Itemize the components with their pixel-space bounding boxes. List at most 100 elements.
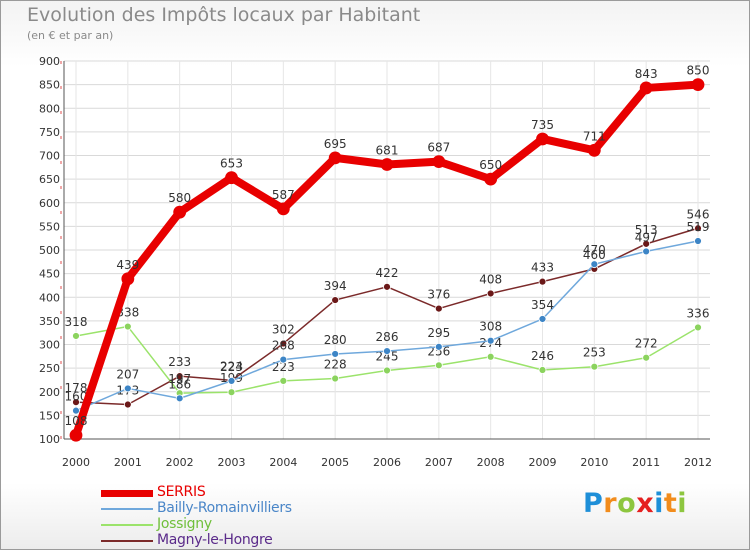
data-point-3 bbox=[486, 289, 495, 298]
data-point-0 bbox=[173, 205, 187, 219]
data-point-0 bbox=[536, 132, 549, 146]
data-label-2: 228 bbox=[324, 358, 347, 372]
data-point-1 bbox=[331, 350, 340, 358]
data-point-0 bbox=[328, 151, 342, 165]
data-label-2: 246 bbox=[531, 349, 554, 363]
legend-swatch bbox=[101, 508, 153, 510]
x-tick-label: 2005 bbox=[321, 456, 349, 469]
data-label-1: 223 bbox=[220, 360, 243, 374]
data-point-2 bbox=[590, 362, 599, 371]
data-point-1 bbox=[175, 394, 184, 403]
data-point-1 bbox=[538, 315, 547, 323]
data-point-3 bbox=[175, 372, 184, 381]
data-point-2 bbox=[486, 352, 495, 361]
data-point-0 bbox=[432, 155, 446, 169]
data-point-3 bbox=[123, 400, 132, 409]
data-point-3 bbox=[72, 398, 80, 407]
data-label-3: 433 bbox=[531, 261, 554, 275]
data-point-3 bbox=[383, 282, 391, 291]
legend-label: Magny-le-Hongre bbox=[157, 532, 273, 548]
data-label-1: 354 bbox=[531, 298, 554, 312]
data-point-0 bbox=[225, 171, 238, 185]
data-label-2: 197 bbox=[168, 372, 191, 386]
data-label-2: 272 bbox=[635, 337, 658, 351]
proxiti-logo: Proxiti bbox=[583, 488, 687, 519]
x-tick-label: 2009 bbox=[529, 456, 557, 469]
y-tick-label: 850 bbox=[39, 79, 60, 92]
data-label-0: 439 bbox=[116, 258, 139, 272]
data-point-3 bbox=[694, 224, 702, 233]
x-tick-label: 2007 bbox=[425, 456, 453, 469]
data-label-3: 422 bbox=[376, 266, 399, 280]
logo-letter: x bbox=[636, 488, 655, 519]
data-point-0 bbox=[69, 428, 83, 442]
data-point-1 bbox=[486, 336, 495, 345]
data-label-0: 587 bbox=[272, 188, 295, 202]
grid bbox=[64, 60, 710, 440]
data-point-0 bbox=[276, 202, 290, 216]
logo-letter: P bbox=[583, 488, 604, 519]
data-label-2: 338 bbox=[116, 306, 139, 320]
x-tick-label: 2011 bbox=[632, 456, 660, 469]
data-label-3: 302 bbox=[272, 323, 295, 337]
logo-letter: r bbox=[603, 488, 618, 519]
y-tick-label: 100 bbox=[39, 433, 60, 446]
legend-label: SERRIS bbox=[157, 484, 206, 500]
data-point-2 bbox=[642, 353, 651, 362]
data-point-1 bbox=[227, 376, 236, 385]
data-label-3: 546 bbox=[687, 207, 710, 221]
data-point-1 bbox=[642, 247, 651, 256]
data-point-2 bbox=[123, 322, 132, 331]
logo-letter: t bbox=[663, 488, 678, 519]
x-tick-label: 2006 bbox=[373, 456, 401, 469]
data-label-0: 108 bbox=[65, 414, 88, 428]
logo-letter: i bbox=[654, 488, 664, 519]
data-label-1: 268 bbox=[272, 339, 295, 353]
data-label-3: 233 bbox=[168, 355, 191, 369]
data-label-3: 408 bbox=[479, 272, 502, 286]
data-point-1 bbox=[383, 347, 391, 356]
data-label-3: 513 bbox=[635, 223, 658, 237]
data-label-0: 695 bbox=[324, 137, 347, 151]
data-label-0: 653 bbox=[220, 157, 243, 171]
chart-title: Evolution des Impôts locaux par Habitant bbox=[27, 4, 421, 26]
legend-swatch bbox=[101, 524, 153, 526]
data-label-1: 308 bbox=[479, 320, 502, 334]
data-point-3 bbox=[642, 239, 651, 248]
logo-letter: o bbox=[617, 488, 637, 519]
data-label-1: 286 bbox=[376, 330, 399, 344]
data-label-2: 336 bbox=[687, 306, 710, 320]
data-point-3 bbox=[434, 304, 443, 313]
data-label-3: 460 bbox=[583, 248, 606, 262]
data-label-0: 687 bbox=[427, 141, 450, 155]
x-tick-label: 2012 bbox=[684, 456, 712, 469]
y-tick-label: 800 bbox=[39, 102, 60, 115]
data-point-3 bbox=[331, 296, 340, 304]
legend-swatch bbox=[101, 489, 153, 497]
data-point-0 bbox=[484, 172, 498, 186]
logo-letter: i bbox=[677, 488, 688, 519]
y-tick-label: 450 bbox=[39, 268, 60, 281]
y-tick-label: 200 bbox=[39, 386, 60, 399]
chart-subtitle: (en € et par an) bbox=[27, 29, 114, 42]
data-point-3 bbox=[538, 277, 547, 286]
x-tick-label: 2000 bbox=[62, 456, 90, 469]
data-label-1: 186 bbox=[168, 377, 191, 391]
data-label-1: 280 bbox=[324, 333, 347, 347]
data-label-3: 376 bbox=[427, 288, 450, 302]
y-tick-label: 500 bbox=[39, 244, 60, 257]
data-point-1 bbox=[694, 237, 702, 245]
data-label-0: 580 bbox=[168, 191, 191, 205]
data-point-1 bbox=[123, 384, 132, 393]
data-point-0 bbox=[691, 78, 705, 92]
y-tick-label: 350 bbox=[39, 315, 60, 328]
data-point-2 bbox=[383, 366, 391, 375]
x-tick-label: 2010 bbox=[580, 456, 608, 469]
data-label-2: 253 bbox=[583, 346, 606, 360]
data-label-0: 711 bbox=[583, 129, 606, 143]
legend-label: Jossigny bbox=[157, 516, 212, 532]
data-point-0 bbox=[121, 272, 135, 286]
x-tick-label: 2004 bbox=[269, 456, 297, 469]
